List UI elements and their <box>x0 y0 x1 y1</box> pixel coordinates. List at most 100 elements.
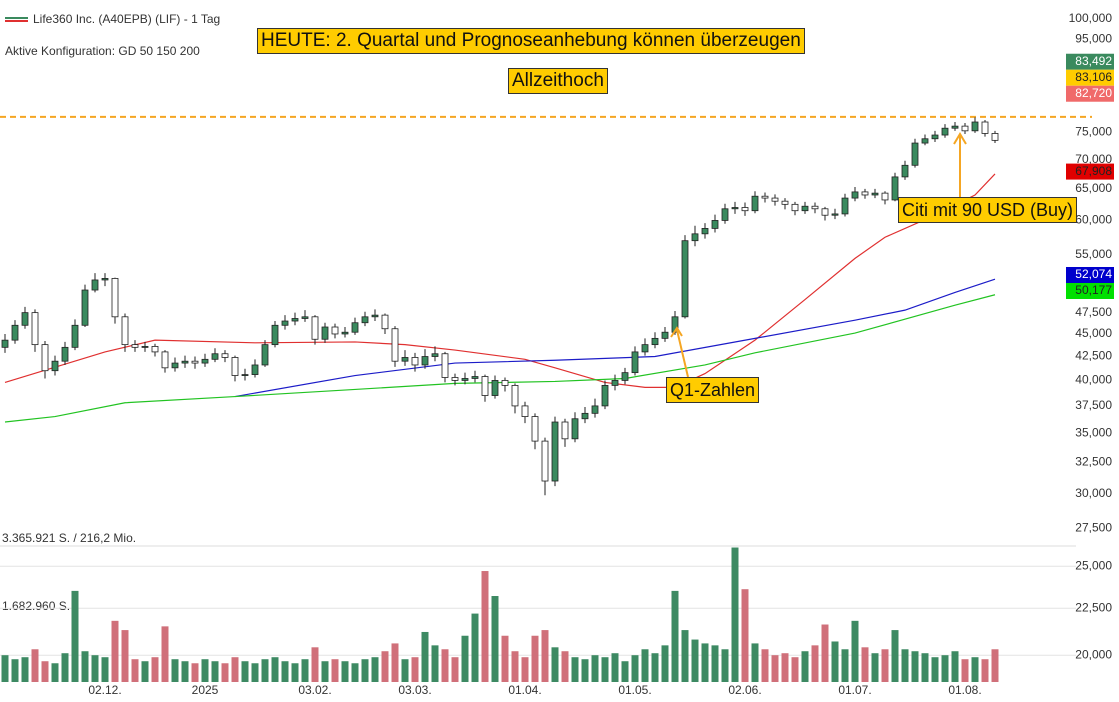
candle-body <box>571 418 579 440</box>
volume-label: 1.682.960 S. <box>2 599 70 613</box>
candle-body <box>321 326 329 340</box>
volume-bar <box>381 651 389 682</box>
volume-bar <box>751 643 759 682</box>
volume-bar <box>771 655 779 682</box>
marks: 100,00095,00090,00075,00070,00065,00060,… <box>0 11 1114 697</box>
candle-body <box>21 312 29 326</box>
volume-bar <box>21 657 29 682</box>
volume-bar <box>601 657 609 682</box>
candle-body <box>831 213 839 216</box>
candle-body <box>741 207 749 212</box>
candle-body <box>411 357 419 366</box>
y-tick-label: 27,500 <box>1075 520 1112 534</box>
candle-body <box>791 203 799 212</box>
candle-body <box>971 121 979 132</box>
candle-body <box>591 405 599 414</box>
candle-body <box>691 233 699 242</box>
candle-body <box>941 127 949 136</box>
volume-bar <box>361 659 369 682</box>
arrows <box>670 132 967 378</box>
volume-bar <box>821 624 829 682</box>
volume-bar <box>911 651 919 682</box>
volume-bar <box>961 659 969 682</box>
candle-body <box>891 176 899 201</box>
volume-bar <box>971 657 979 682</box>
candle-body <box>491 380 499 396</box>
candle-body <box>871 192 879 196</box>
price-tag-label: 82,720 <box>1075 86 1112 100</box>
volume-bar <box>651 653 659 682</box>
annotation: Allzeithoch <box>508 68 608 94</box>
candle-body <box>911 142 919 166</box>
candle-body <box>641 344 649 353</box>
candle-body <box>301 316 309 319</box>
x-tick-label: 01.04. <box>508 683 541 697</box>
volume-bar <box>91 655 99 682</box>
candle-body <box>511 385 519 407</box>
candle-body <box>431 353 439 357</box>
volume-bar <box>951 651 959 682</box>
volume-bar <box>701 643 709 682</box>
candle-body <box>501 380 509 386</box>
candle-body <box>961 125 969 132</box>
volume-bar <box>801 651 809 682</box>
annotation: Q1-Zahlen <box>666 377 760 403</box>
y-tick-label: 32,500 <box>1075 455 1112 469</box>
candle-body <box>751 195 759 212</box>
volume-bar <box>831 641 839 682</box>
candle-body <box>931 134 939 140</box>
candle-body <box>231 357 239 376</box>
candle-body <box>81 289 89 326</box>
candle-body <box>631 351 639 374</box>
price-tag-label: 67,908 <box>1075 164 1112 178</box>
candle-body <box>311 316 319 340</box>
price-tag-label: 83,106 <box>1075 70 1112 84</box>
x-tick-label: 03.02. <box>298 683 331 697</box>
volume-bar <box>201 659 209 682</box>
volume-bar <box>991 649 999 682</box>
candle-body <box>781 200 789 205</box>
volume-bar <box>411 657 419 682</box>
volume-bar <box>741 589 749 682</box>
candle-body <box>271 324 279 346</box>
volume-bar <box>691 639 699 682</box>
candle-body <box>721 208 729 221</box>
candle-body <box>101 278 109 281</box>
candle-body <box>661 331 669 339</box>
candle-body <box>561 421 569 440</box>
candle-body <box>531 416 539 442</box>
volume-bar <box>281 661 289 682</box>
annotation: HEUTE: 2. Quartal und Prognoseanhebung k… <box>257 28 805 54</box>
volume-bar <box>611 653 619 682</box>
volume-bar <box>631 655 639 682</box>
volume-bar <box>131 659 139 682</box>
candle-body <box>131 344 139 348</box>
volume-bar <box>251 663 259 682</box>
volume-bar <box>431 645 439 682</box>
volume-bar <box>351 663 359 682</box>
volume-bar <box>721 649 729 682</box>
candle-body <box>981 121 989 134</box>
arrow-head <box>670 326 683 338</box>
candle-body <box>841 197 849 215</box>
volume-bar <box>191 663 199 682</box>
volume-bar <box>521 657 529 682</box>
volume-bar <box>761 649 769 682</box>
volume-bar <box>101 657 109 682</box>
moving-average <box>234 278 996 398</box>
candle-body <box>861 191 869 196</box>
volume-bar <box>501 635 509 682</box>
volume-bar <box>581 659 589 682</box>
candle-body <box>481 376 489 396</box>
price-tag-label: 83,492 <box>1075 54 1112 68</box>
candle-body <box>701 228 709 235</box>
volume-bar <box>491 596 499 682</box>
price-tag <box>1066 163 1114 180</box>
candle-body <box>151 346 159 353</box>
chart-subtitle: Aktive Konfiguration: GD 50 150 200 <box>5 44 200 58</box>
candle-body <box>11 324 19 341</box>
candle-body <box>41 344 49 372</box>
candle-body <box>651 337 659 346</box>
volume-bar <box>681 630 689 682</box>
